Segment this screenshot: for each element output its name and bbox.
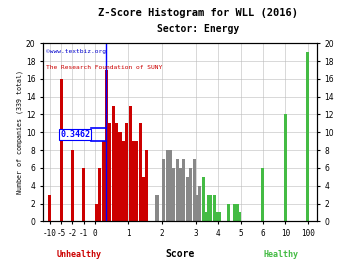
Bar: [198, 186, 201, 221]
Bar: [95, 204, 98, 221]
Bar: [179, 168, 182, 221]
Bar: [142, 177, 145, 221]
Bar: [122, 141, 125, 221]
Bar: [145, 150, 148, 221]
Bar: [227, 204, 230, 221]
Text: The Research Foundation of SUNY: The Research Foundation of SUNY: [46, 65, 162, 70]
Bar: [115, 123, 118, 221]
Bar: [71, 150, 74, 221]
Bar: [183, 159, 185, 221]
Bar: [284, 114, 287, 221]
Bar: [238, 212, 241, 221]
Y-axis label: Number of companies (339 total): Number of companies (339 total): [17, 70, 23, 194]
Bar: [129, 106, 132, 221]
Text: Z-Score Histogram for WLL (2016): Z-Score Histogram for WLL (2016): [98, 8, 298, 18]
Bar: [186, 177, 189, 221]
Bar: [118, 132, 122, 221]
Bar: [218, 212, 221, 221]
Text: Sector: Energy: Sector: Energy: [157, 24, 239, 34]
Bar: [135, 141, 138, 221]
Text: 0.3462: 0.3462: [60, 130, 90, 139]
Bar: [102, 141, 105, 221]
Bar: [125, 123, 128, 221]
Bar: [306, 195, 309, 221]
Bar: [112, 106, 115, 221]
Bar: [172, 168, 175, 221]
Bar: [132, 141, 135, 221]
Bar: [108, 123, 112, 221]
Bar: [209, 195, 212, 221]
Bar: [60, 79, 63, 221]
Bar: [169, 150, 172, 221]
Bar: [98, 168, 102, 221]
X-axis label: Score: Score: [165, 249, 195, 259]
Bar: [139, 123, 142, 221]
Bar: [202, 177, 205, 221]
Bar: [204, 212, 207, 221]
Text: Healthy: Healthy: [264, 250, 299, 259]
Bar: [193, 159, 195, 221]
Bar: [236, 204, 239, 221]
Bar: [207, 195, 210, 221]
Bar: [105, 70, 108, 221]
Bar: [176, 159, 179, 221]
Bar: [306, 52, 309, 221]
Bar: [216, 212, 219, 221]
Bar: [82, 168, 85, 221]
Bar: [166, 150, 168, 221]
Text: Unhealthy: Unhealthy: [56, 250, 101, 259]
Bar: [261, 168, 265, 221]
Bar: [195, 195, 198, 221]
Bar: [162, 159, 165, 221]
Bar: [189, 168, 192, 221]
Text: ©www.textbiz.org: ©www.textbiz.org: [46, 49, 106, 53]
Bar: [213, 195, 216, 221]
Bar: [48, 195, 51, 221]
Bar: [233, 204, 237, 221]
Bar: [156, 195, 158, 221]
